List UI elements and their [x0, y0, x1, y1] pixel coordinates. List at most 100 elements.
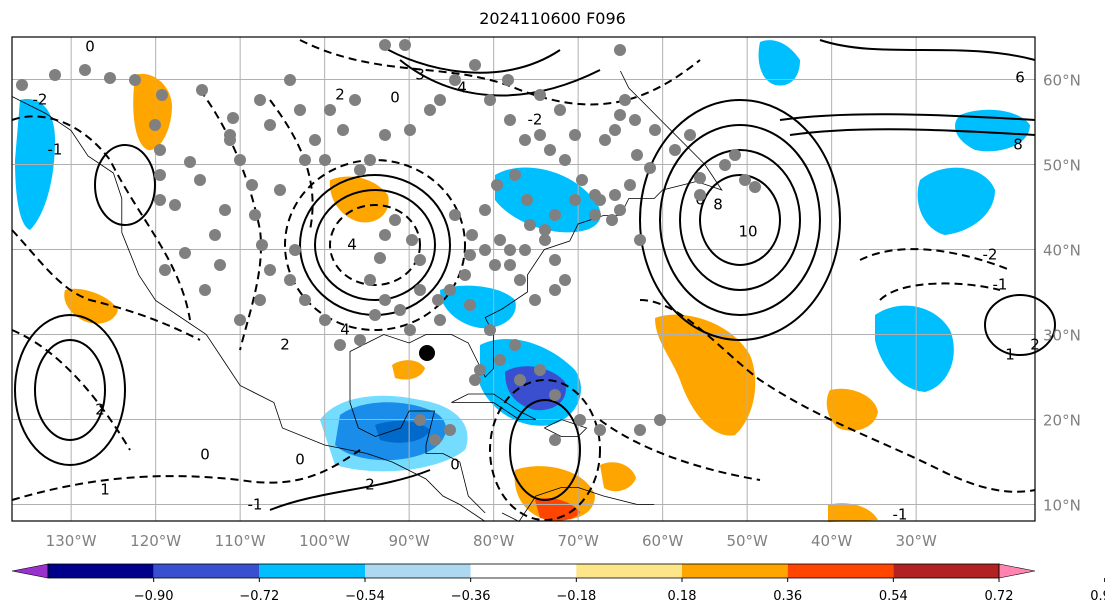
fill-sky-blue-atlantic-e: [917, 167, 995, 235]
station-marker: [264, 264, 276, 276]
colorbar-segment: [470, 564, 577, 578]
colorbar-tick-label: −0.54: [345, 589, 385, 604]
station-marker: [509, 339, 521, 351]
fill-sky-blue-gulf: [440, 285, 516, 329]
station-marker: [529, 294, 541, 306]
station-marker: [354, 164, 366, 176]
station-marker: [544, 144, 556, 156]
station-marker: [739, 174, 751, 186]
contour-label: -2: [33, 91, 48, 109]
station-marker: [644, 162, 656, 174]
lon-tick-label: 120°W: [130, 532, 181, 550]
contour-low-center-1: [329, 204, 421, 286]
lon-tick-label: 90°W: [388, 532, 430, 550]
station-marker: [684, 129, 696, 141]
station-marker: [494, 354, 506, 366]
station-marker: [502, 74, 514, 86]
station-marker: [614, 204, 626, 216]
colorbar-segment: [893, 564, 999, 578]
station-marker: [274, 184, 286, 196]
lon-tick-label: 130°W: [46, 532, 97, 550]
station-marker: [504, 259, 516, 271]
contour-label: 6: [1015, 69, 1025, 87]
colorbar-tick-label: 0.18: [668, 589, 697, 604]
contour-caribbean-2: [489, 379, 601, 521]
station-marker: [432, 294, 444, 306]
station-marker: [379, 294, 391, 306]
contour-rockies: [199, 89, 262, 351]
station-marker: [484, 324, 496, 336]
colorbar-segment: [576, 564, 682, 578]
station-marker: [549, 389, 561, 401]
station-marker: [464, 299, 476, 311]
station-marker: [196, 84, 208, 96]
coastline-1: [349, 70, 723, 378]
station-marker: [694, 189, 706, 201]
contour-label: 2: [335, 86, 345, 104]
contour-label: 10: [738, 223, 757, 241]
station-marker: [576, 174, 588, 186]
station-marker: [444, 284, 456, 296]
contour-label: 3: [415, 66, 425, 84]
contour-label: 2: [280, 336, 290, 354]
contour-east-high: [984, 294, 1056, 356]
station-marker: [234, 154, 246, 166]
map-title: 2024110600 F096: [479, 9, 626, 28]
station-marker: [634, 424, 646, 436]
lon-tick-label: 70°W: [557, 532, 599, 550]
station-marker: [199, 284, 211, 296]
lon-tick-label: 40°W: [811, 532, 853, 550]
axis-tick-labels: 130°W 120°W 110°W 100°W 90°W 80°W 70°W 60°W 50°W…: [46, 72, 1081, 551]
contour-west-2: [11, 229, 201, 341]
contour-label: 4: [347, 236, 357, 254]
station-marker: [154, 144, 166, 156]
station-marker: [479, 204, 491, 216]
station-marker: [227, 112, 239, 124]
lon-tick-label: 30°W: [895, 532, 937, 550]
station-marker: [284, 274, 296, 286]
fill-orange-atlantic-east: [826, 388, 878, 431]
station-marker: [466, 229, 478, 241]
station-marker: [649, 124, 661, 136]
fill-sky-blue-northeast: [495, 167, 601, 233]
station-marker: [154, 169, 166, 181]
station-marker: [284, 74, 296, 86]
contour-south-1: [11, 449, 361, 501]
lon-tick-label: 110°W: [215, 532, 266, 550]
station-marker: [254, 294, 266, 306]
lat-tick-label: 60°N: [1043, 72, 1081, 90]
station-marker: [16, 79, 28, 91]
colorbar-segment: [682, 564, 788, 578]
coastline-2: [349, 368, 486, 514]
station-marker: [194, 174, 206, 186]
station-marker: [469, 374, 481, 386]
station-marker: [719, 159, 731, 171]
station-marker: [394, 304, 406, 316]
station-marker: [589, 189, 601, 201]
station-marker: [364, 154, 376, 166]
station-marker: [524, 219, 536, 231]
station-marker: [549, 434, 561, 446]
colorbar-extend-low: [11, 563, 49, 579]
station-marker: [319, 154, 331, 166]
station-marker: [614, 109, 626, 121]
station-marker: [434, 94, 446, 106]
lon-tick-label: 60°W: [642, 532, 684, 550]
shaded-anomaly-layer: [15, 40, 1030, 522]
station-marker: [309, 134, 321, 146]
contour-west-3: [11, 329, 131, 451]
station-marker: [594, 424, 606, 436]
contour-label: 4: [457, 79, 467, 97]
colorbar-segment: [153, 564, 260, 578]
contour-label: -1: [48, 141, 63, 159]
station-marker: [429, 434, 441, 446]
coastline-0: [11, 96, 486, 522]
fill-orange-pacific-nw: [133, 73, 172, 151]
contour-label: 2: [365, 476, 375, 494]
station-marker: [514, 374, 526, 386]
contour-label: 1: [100, 481, 110, 499]
station-marker: [249, 209, 261, 221]
contour-north-2: [379, 44, 561, 74]
contour-label: 4: [340, 321, 350, 339]
